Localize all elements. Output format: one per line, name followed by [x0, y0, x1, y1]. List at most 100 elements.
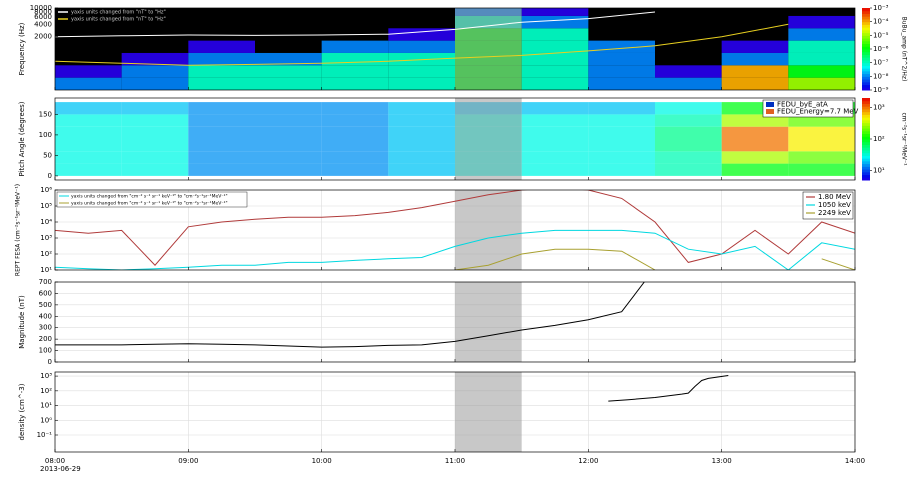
heat-cell	[521, 77, 589, 90]
legend-box	[762, 99, 854, 118]
heat-cell	[655, 65, 722, 78]
heat-cell	[121, 102, 189, 115]
y-tick-label: 0	[48, 172, 52, 180]
heat-cell	[588, 77, 655, 90]
heat-cell	[788, 77, 855, 90]
heat-cell	[788, 28, 855, 41]
colorbar-segment	[862, 166, 870, 170]
x-tick-label: 12:00	[578, 457, 598, 465]
colorbar-segment	[862, 40, 870, 45]
legend-label: yaxis units changed from "nT" to "Hz"	[71, 10, 166, 16]
series-line	[55, 23, 789, 66]
heat-cell	[788, 163, 855, 176]
y-tick-label: 8000	[34, 8, 52, 16]
colorbar-segment	[862, 111, 870, 115]
plot-frame	[54, 97, 856, 181]
heat-cell	[55, 65, 122, 78]
x-tick-label: 09:00	[178, 457, 198, 465]
colorbar-segment	[862, 152, 870, 156]
colorbar-segment	[862, 87, 870, 91]
colorbar-segment	[862, 98, 870, 102]
y-tick-label: 10³	[40, 234, 52, 242]
colorbar-segment	[862, 81, 870, 86]
heat-cell	[388, 40, 455, 53]
heat-cell	[655, 114, 722, 127]
colorbar-segment	[862, 57, 870, 61]
heat-cell	[721, 163, 789, 176]
colorbar-segment	[862, 158, 870, 162]
plot-frame	[54, 189, 856, 271]
heat-cell	[255, 163, 322, 176]
x-tick-label: 08:00	[45, 457, 65, 465]
heat-cell	[388, 77, 455, 90]
note-label: yaxis units changed from "cm⁻² s⁻¹ sr⁻¹ …	[71, 194, 228, 200]
y-axis-label: density (cm^-3)	[18, 383, 26, 440]
colorbar-segment	[862, 51, 870, 55]
colorbar-segment	[862, 114, 870, 118]
heat-cell	[655, 77, 722, 90]
heat-cell	[588, 102, 655, 115]
colorbar-segment	[862, 108, 870, 113]
colorbar-label: BuBu_amp (nT^2/Hz)	[901, 17, 908, 82]
legend-label: 1050 keV	[818, 201, 851, 209]
heat-cell	[255, 139, 322, 152]
heat-cell	[321, 163, 389, 176]
heat-cell	[388, 139, 455, 152]
colorbar-segment	[862, 160, 870, 165]
y-tick-label: 400	[39, 312, 52, 320]
colorbar-segment	[862, 76, 870, 80]
heat-cell	[655, 163, 722, 176]
y-tick-label: 10⁻¹	[37, 431, 53, 439]
x-date-label: 2013-06-29	[40, 465, 81, 473]
colorbar-segment	[862, 62, 870, 66]
y-tick-label: 700	[39, 278, 52, 286]
heat-cell	[255, 126, 322, 139]
heat-cell	[121, 151, 189, 164]
heat-cell	[788, 52, 855, 66]
heat-cell	[521, 163, 589, 176]
series-line	[55, 11, 656, 38]
colorbar-segment	[862, 84, 870, 88]
heat-cell	[721, 52, 789, 66]
y-tick-label: 100	[39, 131, 52, 139]
y-tick-label: 6000	[34, 13, 52, 21]
colorbar-segment	[862, 133, 870, 137]
legend-label: 1.80 MeV	[818, 193, 851, 201]
colorbar-tick-label: 10⁻⁸	[873, 72, 889, 80]
colorbar-segment	[862, 147, 870, 151]
colorbar-tick-label: 10⁻⁶	[873, 45, 889, 53]
colorbar-segment	[862, 79, 870, 83]
heat-cell	[788, 15, 855, 29]
heat-cell	[655, 126, 722, 139]
heat-cell	[55, 77, 122, 90]
y-tick-label: 100	[39, 347, 52, 355]
heat-cell	[388, 52, 455, 66]
heat-cell	[388, 102, 455, 115]
colorbar-segment	[862, 174, 870, 178]
y-tick-label: 10⁰	[40, 416, 52, 424]
heat-cell	[188, 163, 255, 176]
colorbar-tick-label: 10¹	[873, 167, 885, 175]
heat-cell	[388, 65, 455, 78]
plot-frame	[54, 371, 856, 453]
colorbar-segment	[862, 32, 870, 36]
legend-label: FEDU_byE_atA	[777, 101, 828, 109]
heat-cell	[588, 126, 655, 139]
colorbar-segment	[862, 100, 870, 104]
y-tick-label: 2000	[34, 33, 52, 41]
heat-cell	[388, 163, 455, 176]
colorbar-tick-label: 10⁻⁴	[873, 18, 889, 26]
heat-cell	[321, 65, 389, 78]
heat-cell	[188, 151, 255, 164]
colorbar-segment	[862, 119, 870, 124]
y-axis-label: REPT FESA (cm⁻²s⁻¹sr⁻¹MeV⁻¹)	[15, 184, 22, 276]
plot-area	[55, 98, 855, 180]
heat-cell	[588, 163, 655, 176]
colorbar-segment	[862, 149, 870, 154]
heat-cell	[521, 40, 589, 53]
heat-cell	[321, 102, 389, 115]
x-tick-label: 14:00	[845, 457, 865, 465]
heat-cell	[721, 77, 789, 90]
heat-cell	[721, 40, 789, 53]
